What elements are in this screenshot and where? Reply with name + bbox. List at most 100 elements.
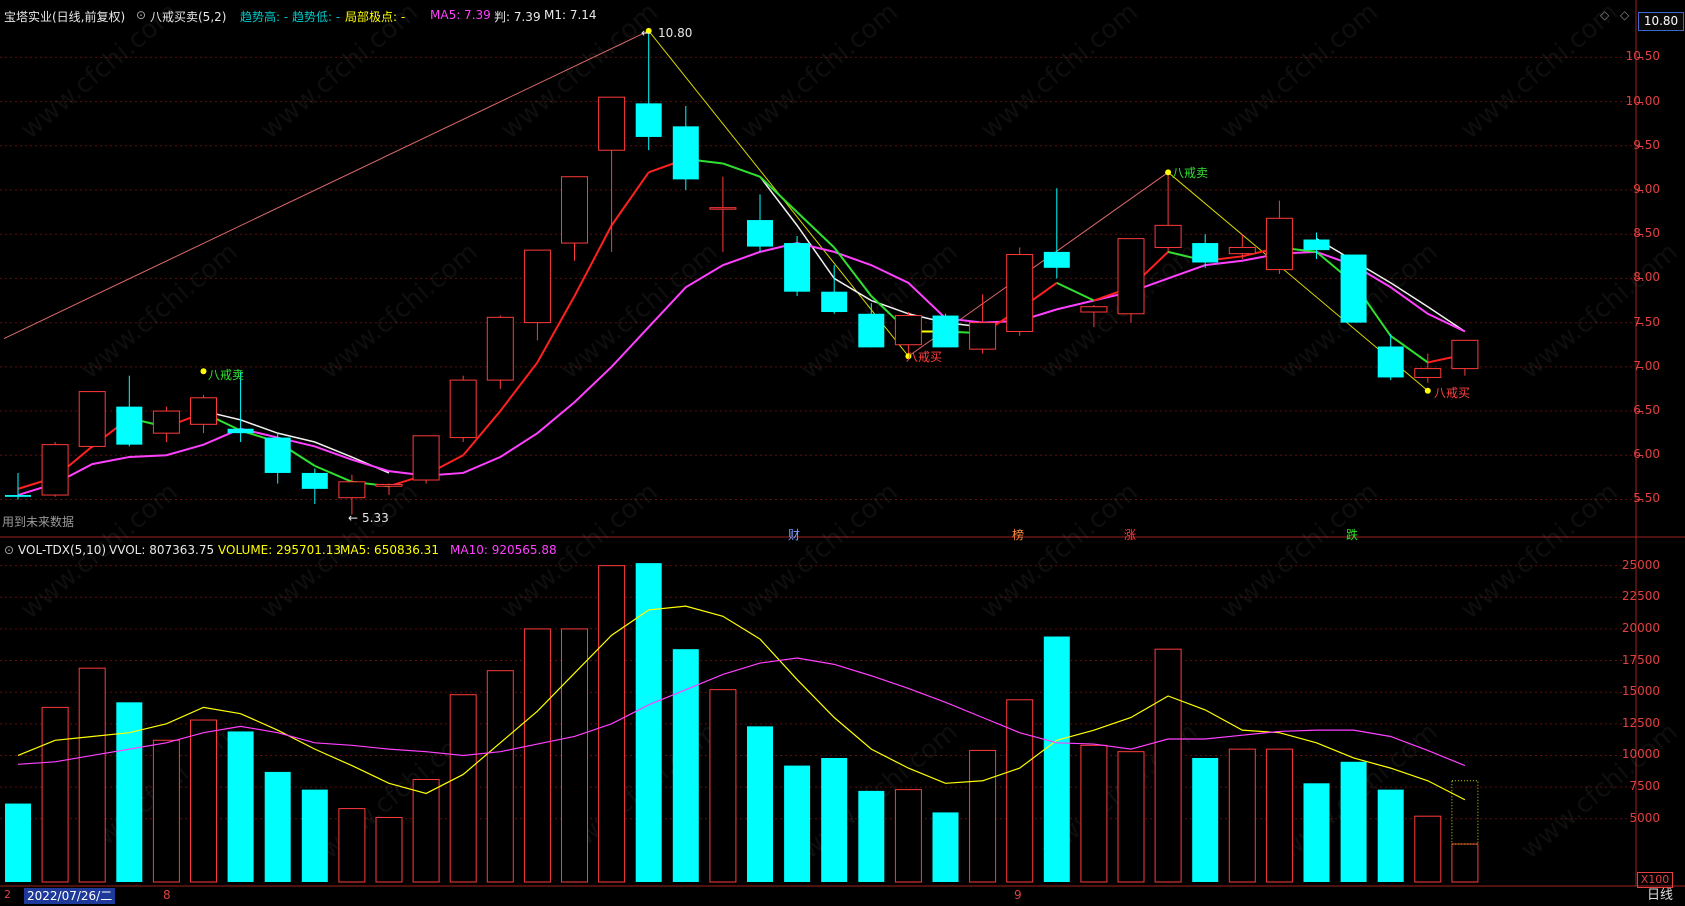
candle-body-down — [264, 437, 291, 473]
watermark-text: www.cfchi.com — [975, 0, 1144, 145]
event-rise[interactable]: 涨 — [1124, 528, 1137, 542]
candle-body-down — [784, 243, 811, 292]
price-tick-label: 10.50 — [1625, 49, 1660, 64]
candle-body-down — [116, 406, 143, 445]
signal-dot — [1424, 387, 1431, 394]
ma5-price-segment — [722, 162, 761, 178]
judge-value: 判: 7.39 — [494, 10, 541, 24]
candle-body-up — [1228, 246, 1256, 255]
price-tick-label: 7.50 — [1633, 314, 1660, 329]
watermark-text: www.cfchi.com — [1215, 0, 1384, 145]
volume-unit: X100 — [1637, 872, 1673, 888]
more-icon[interactable]: ◇ — [1620, 8, 1630, 22]
candle-body-up — [152, 410, 180, 434]
volume-bar-down — [784, 765, 811, 882]
volume-bar-up — [1080, 744, 1108, 883]
volume-bar-down — [5, 803, 31, 882]
low-arrow-icon: ← — [348, 511, 359, 525]
price-tick — [1637, 234, 1643, 236]
vol-settings-icon[interactable]: ⊙ — [4, 543, 15, 557]
watermark-text: www.cfchi.com — [75, 237, 244, 385]
price-tick — [1637, 455, 1643, 457]
ma5-price-segment — [1056, 281, 1095, 302]
volume-bar-up — [486, 670, 514, 883]
indicator-name[interactable]: 八戒买卖(5,2) — [150, 10, 227, 24]
candle-body-up — [1154, 224, 1182, 248]
candle-body-down — [1377, 346, 1404, 378]
high-point-label: 10.80 — [658, 26, 693, 40]
candle-body-up — [449, 379, 477, 439]
volume-projection-box — [1451, 780, 1479, 845]
indicator-settings-icon[interactable]: ⊙ — [136, 8, 147, 22]
ma5-price-segment — [1390, 335, 1429, 364]
candle-body-down — [635, 103, 662, 137]
price-tick-label: 9.00 — [1633, 182, 1660, 196]
ma5-price-segment — [573, 224, 613, 297]
price-tick-label: 6.50 — [1633, 403, 1660, 418]
candle-body-up — [1006, 254, 1034, 332]
volume-bar-down — [227, 731, 254, 882]
price-tick — [1637, 411, 1643, 413]
volume-bar-down — [1303, 783, 1330, 882]
sell-signal-1: 八戒卖 — [208, 368, 245, 382]
price-tick-label: 8.00 — [1633, 270, 1660, 285]
event-finance[interactable]: 财 — [788, 528, 801, 542]
watermark-text: www.cfchi.com — [555, 237, 724, 385]
white-guide-line-3 — [1316, 237, 1466, 333]
watermark-text: www.cfchi.com — [255, 0, 424, 145]
candle-body-down — [301, 472, 328, 489]
candle-body-up — [78, 391, 106, 447]
event-ranking[interactable]: 榜 — [1012, 528, 1025, 542]
watermark-text: www.cfchi.com — [315, 237, 484, 385]
vol-indicator-name[interactable]: VOL-TDX(5,10) — [18, 543, 107, 557]
buy-signal-2: 八戒买 — [1434, 386, 1471, 400]
candle-body-down — [821, 291, 848, 313]
volume-bar-up — [1228, 748, 1256, 883]
price-tick — [1637, 145, 1643, 147]
volume-bar-up — [709, 689, 737, 883]
price-tick-label: 7.00 — [1633, 358, 1660, 373]
ma5-price-segment — [610, 171, 650, 226]
volume-bar-down — [1377, 789, 1404, 882]
price-tick — [1637, 278, 1643, 280]
watermark-text: www.cfchi.com — [735, 0, 904, 145]
ma5-price-segment — [536, 295, 576, 363]
volume-ma5-line — [17, 605, 1466, 801]
candle-body-up — [486, 316, 514, 381]
watermark-text: www.cfchi.com — [15, 0, 184, 145]
high-arrow-icon: ← — [641, 26, 652, 40]
current-price-tag: 10.80 — [1638, 12, 1684, 31]
volume-bar-down — [264, 771, 291, 882]
diamond-icon[interactable]: ◇ — [1600, 8, 1610, 22]
candle-body-up — [41, 444, 69, 496]
candle-body-down — [747, 220, 773, 247]
price-tick-label: 10.00 — [1625, 93, 1660, 108]
volume-tick-label: 7500 — [1629, 779, 1660, 794]
volume-tick-label: 15000 — [1621, 684, 1660, 699]
volume-tick-label: 17500 — [1621, 652, 1660, 667]
ma5-price-segment — [833, 246, 873, 297]
volume-bar-up — [1117, 751, 1145, 883]
candle-body-up — [894, 315, 922, 346]
sell-signal-2: 八戒卖 — [1172, 166, 1209, 180]
ma5-price-segment — [759, 176, 798, 213]
volume-tick-label: 22500 — [1621, 589, 1660, 604]
period-button[interactable]: 日线 — [1646, 888, 1673, 903]
cursor-date: 2022/07/26/二 — [24, 888, 116, 904]
candle-body-down — [858, 313, 885, 348]
volume-tick-label: 20000 — [1621, 620, 1660, 635]
candle-body-down — [672, 126, 699, 180]
ma10-price-line — [17, 242, 1466, 497]
price-tick-label: 5.50 — [1633, 491, 1660, 506]
volume-bar-up — [338, 808, 366, 883]
event-fall[interactable]: 跌 — [1346, 528, 1359, 542]
month-label-sep: 9 — [1014, 888, 1022, 902]
volume-bar-down — [635, 563, 662, 882]
volume-bar-down — [1043, 636, 1070, 882]
candle-body-up — [338, 481, 366, 499]
candle-body-up — [412, 435, 440, 481]
trend-low-label: 趋势低: - — [292, 10, 341, 24]
vol-ma10-value: MA10: 920565.88 — [450, 543, 557, 557]
